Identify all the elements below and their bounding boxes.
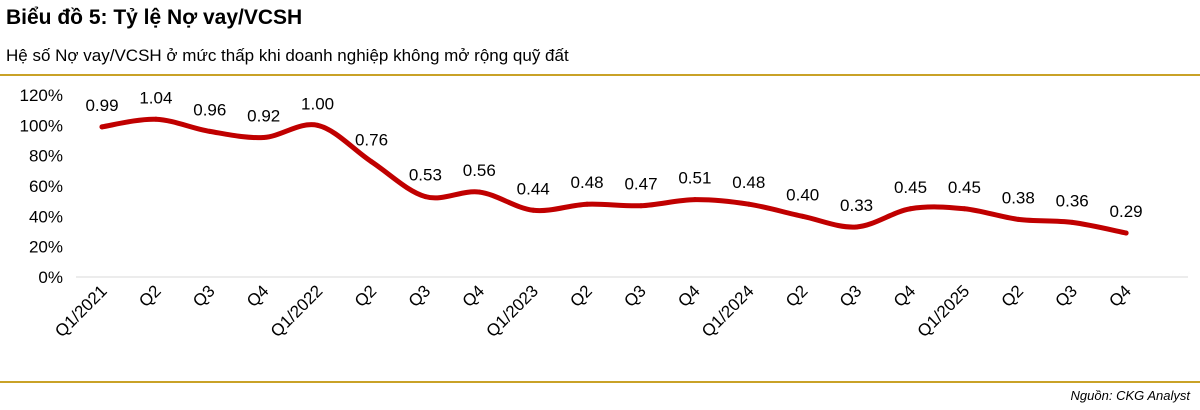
data-label: 1.00 (301, 94, 334, 113)
data-point (908, 206, 913, 212)
data-point (99, 124, 105, 130)
y-tick-label: 20% (29, 238, 63, 257)
y-tick-label: 60% (29, 177, 63, 196)
x-tick-label: Q1/2021 (51, 281, 111, 341)
data-point (315, 122, 321, 128)
data-point (692, 197, 698, 203)
x-tick-label: Q2 (998, 281, 1027, 310)
data-label: 0.29 (1110, 202, 1143, 221)
data-label: 0.96 (193, 100, 226, 119)
x-tick-label: Q2 (135, 281, 164, 310)
x-tick-label: Q4 (674, 281, 703, 310)
data-point (422, 194, 428, 200)
chart-title: Biểu đồ 5: Tỷ lệ Nợ vay/VCSH (6, 6, 303, 29)
line-chart: 0% 20% 40% 60% 80% 100% 120% 0.99 1.04 0.96 0.92 1.… (20, 86, 1188, 341)
data-label: 0.48 (571, 173, 604, 192)
bottom-divider (0, 381, 1200, 383)
data-label: 0.45 (894, 178, 927, 197)
chart-subtitle: Hệ số Nợ vay/VCSH ở mức thấp khi doanh n… (6, 46, 569, 65)
x-tick-label: Q3 (836, 281, 865, 310)
x-tick-label: Q4 (243, 281, 272, 310)
x-tick-label: Q1/2025 (914, 281, 974, 341)
data-point (961, 206, 967, 212)
data-point (584, 201, 590, 207)
data-point (207, 128, 213, 134)
data-label: 0.40 (786, 185, 819, 204)
data-point (1015, 216, 1021, 222)
data-point (1069, 219, 1075, 225)
data-point (800, 213, 806, 219)
data-label: 0.33 (840, 196, 873, 215)
data-label: 0.36 (1056, 191, 1089, 210)
data-point (476, 189, 482, 195)
x-tick-label: Q4 (1105, 281, 1134, 310)
data-point (746, 201, 752, 207)
y-tick-label: 120% (20, 86, 63, 105)
x-tick-label: Q2 (782, 281, 811, 310)
data-label: 0.76 (355, 131, 388, 150)
y-tick-label: 100% (20, 116, 63, 135)
data-label: 0.48 (732, 173, 765, 192)
data-label: 0.56 (463, 161, 496, 180)
source-note: Nguồn: CKG Analyst (1070, 388, 1190, 403)
data-label: 0.38 (1002, 188, 1035, 207)
data-label: 0.47 (624, 175, 657, 194)
data-label: 0.53 (409, 166, 442, 185)
data-point (261, 134, 267, 140)
data-label: 0.92 (247, 106, 280, 125)
x-tick-label: Q1/2022 (267, 281, 327, 341)
x-tick-label: Q2 (351, 281, 380, 310)
x-tick-label: Q1/2024 (698, 281, 758, 341)
y-tick-label: 0% (38, 268, 63, 287)
top-divider (0, 74, 1200, 76)
data-point (530, 207, 536, 213)
x-tick-label: Q3 (189, 281, 218, 310)
data-point (369, 159, 374, 165)
x-tick-label: Q3 (405, 281, 434, 310)
data-label: 0.44 (517, 179, 550, 198)
data-point (854, 224, 860, 230)
x-tick-label: Q1/2023 (482, 281, 542, 341)
x-tick-label: Q4 (890, 281, 919, 310)
data-point (153, 116, 159, 122)
y-tick-label: 40% (29, 207, 63, 226)
data-point (638, 203, 644, 209)
data-label: 0.99 (85, 96, 118, 115)
data-label: 0.45 (948, 178, 981, 197)
x-tick-label: Q4 (459, 281, 488, 310)
data-label: 0.51 (678, 169, 711, 188)
x-tick-label: Q3 (620, 281, 649, 310)
data-label: 1.04 (139, 88, 172, 107)
data-point (1123, 230, 1129, 236)
series-line (99, 116, 1129, 236)
x-tick-label: Q2 (566, 281, 595, 310)
x-tick-label: Q3 (1052, 281, 1081, 310)
y-tick-label: 80% (29, 147, 63, 166)
